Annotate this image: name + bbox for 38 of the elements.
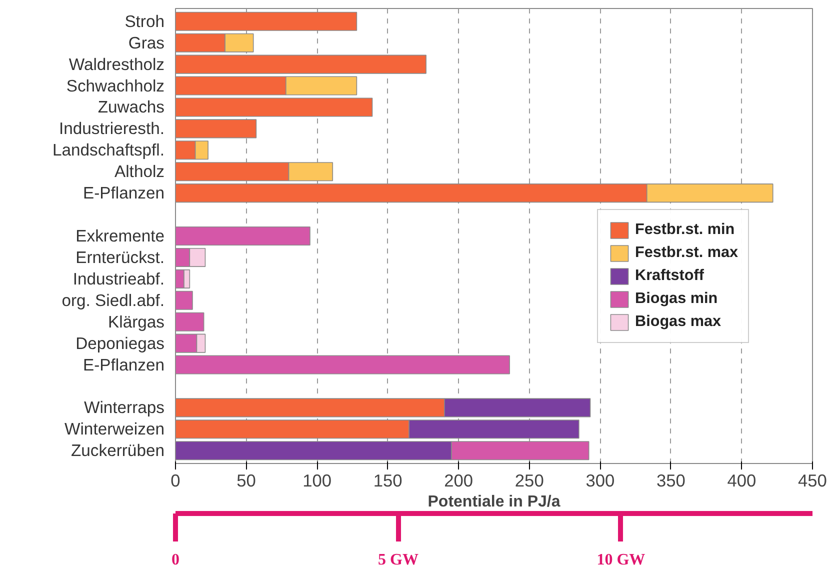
y-tick-label: Winterweizen	[64, 420, 165, 439]
y-tick-label: Winterraps	[84, 398, 165, 418]
y-tick-label: Ernterückst.	[76, 248, 165, 267]
y-tick-label: Zuwachs	[98, 98, 165, 117]
x-tick-label: 0	[170, 470, 180, 490]
y-tick-label: Landschaftspfl.	[52, 140, 165, 160]
y-tick-label: Industrieabf.	[72, 269, 165, 288]
y-tick-label: Waldrestholz	[68, 54, 165, 74]
y-tick-label: Schwachholz	[66, 76, 164, 96]
y-tick-label: Exkremente	[76, 226, 165, 246]
legend-label: Biogas min	[635, 290, 718, 308]
x-tick-label: 350	[656, 470, 686, 490]
x2-tick-label: 10 GW	[596, 552, 646, 568]
legend-label: Festbr.st. max	[635, 244, 738, 262]
x2-tick-label: 5 GW	[378, 552, 418, 568]
x-tick-label: 250	[514, 470, 544, 490]
y-tick-label: Klärgas	[108, 312, 165, 332]
y-tick-label: Altholz	[114, 162, 165, 182]
y-tick-label: E-Pflanzen	[83, 355, 165, 374]
y-tick-label: Deponiegas	[76, 334, 165, 353]
x-tick-label: 450	[798, 470, 827, 490]
y-tick-label: E-Pflanzen	[83, 184, 165, 203]
legend-label: Kraftstoff	[635, 267, 704, 285]
x-axis-title: Potentiale in PJ/a	[428, 494, 560, 510]
y-tick-label: org. Siedl.abf.	[62, 290, 165, 310]
y-tick-label: Industrieresth.	[58, 119, 165, 138]
y-tick-label: Zuckerrüben	[70, 441, 165, 460]
x-tick-label: 300	[586, 470, 615, 490]
x-tick-label: 150	[373, 470, 402, 490]
legend-label: Biogas max	[635, 313, 722, 331]
x-tick-label: 50	[236, 470, 256, 490]
x-tick-label: 400	[727, 470, 756, 490]
x-tick-label: 200	[444, 470, 474, 490]
legend-label: Festbr.st. min	[635, 221, 735, 239]
y-tick-label: Stroh	[124, 12, 164, 31]
x2-tick-label: 0	[172, 552, 180, 568]
y-tick-label: Gras	[128, 33, 165, 52]
x-tick-label: 100	[302, 470, 332, 490]
